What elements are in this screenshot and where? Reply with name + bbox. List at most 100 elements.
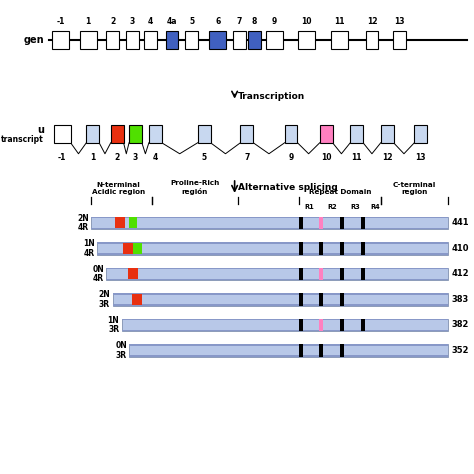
Text: 10: 10 [321,153,331,162]
Text: R1: R1 [304,204,314,210]
Bar [144,31,157,48]
Text: C-terminal
region: C-terminal region [393,182,436,195]
Text: R2: R2 [328,204,337,210]
Text: 352: 352 [451,346,469,355]
Bar [106,31,119,48]
Bar [129,355,448,357]
Text: 383: 383 [451,295,468,304]
Bar [340,217,344,229]
Text: 4a: 4a [167,17,177,26]
Text: 7: 7 [237,17,242,26]
Bar [113,293,448,295]
Bar [113,293,448,306]
Text: 441: 441 [451,219,469,228]
Text: R4: R4 [370,204,380,210]
Bar [113,304,448,306]
Text: 2N
3R: 2N 3R [99,290,110,309]
Bar [285,125,298,143]
Bar [91,228,448,229]
Bar [340,268,344,280]
Text: 3: 3 [133,153,138,162]
Bar [233,31,246,48]
Bar [54,125,71,143]
Bar [299,344,303,357]
Bar [319,319,323,331]
Bar [198,125,210,143]
Bar [319,344,323,357]
Bar [115,218,125,228]
Bar [122,330,448,331]
Bar [299,242,303,255]
Text: 1N
4R: 1N 4R [83,239,95,258]
Text: 2: 2 [115,153,120,162]
Bar [319,293,323,306]
Text: 2N
4R: 2N 4R [77,213,89,232]
Text: Transcription: Transcription [237,92,305,101]
Bar [240,125,253,143]
Bar [340,293,344,306]
Text: gen: gen [23,35,44,45]
Bar [331,31,348,48]
Text: 0N
4R: 0N 4R [92,264,104,283]
Bar [122,319,448,320]
Bar [132,294,142,305]
Bar [393,31,406,48]
Bar [129,218,137,228]
Bar [340,344,344,357]
Text: 8: 8 [252,17,257,26]
Text: 13: 13 [416,153,426,162]
Bar [123,243,133,254]
Bar [319,268,323,280]
Bar [129,344,448,346]
Text: 11: 11 [335,17,345,26]
Bar [111,125,124,143]
Bar [210,31,226,48]
Text: 1N
3R: 1N 3R [108,316,119,334]
Bar [299,217,303,229]
Text: 410: 410 [451,244,469,253]
Text: 382: 382 [451,320,469,329]
Bar [91,217,448,229]
Text: 5: 5 [201,153,207,162]
Bar [340,242,344,255]
Bar [266,31,283,48]
Bar [299,268,303,280]
Bar [52,31,69,48]
Text: Alternative splicing: Alternative splicing [237,182,337,191]
Bar [97,253,448,255]
Text: 9: 9 [289,153,294,162]
Text: 0N
3R: 0N 3R [115,341,127,360]
Bar [133,243,142,254]
Text: u: u [37,125,44,135]
Bar [107,268,448,269]
Text: -1: -1 [56,17,65,26]
Bar [80,31,97,48]
Bar [361,242,365,255]
Bar [350,125,363,143]
Text: Repeat Domain: Repeat Domain [309,189,371,195]
Bar [298,31,315,48]
Text: -1: -1 [58,153,66,162]
Bar [248,31,261,48]
Bar [299,293,303,306]
Text: 1: 1 [90,153,95,162]
Text: N-terminal
Acidic region: N-terminal Acidic region [92,182,146,195]
Bar [122,319,448,331]
Text: 4: 4 [153,153,158,162]
Text: 1: 1 [85,17,91,26]
Bar [107,279,448,280]
Bar [381,125,393,143]
Bar [149,125,162,143]
Bar [107,268,448,280]
Bar [361,217,365,229]
Bar [361,268,365,280]
Text: 6: 6 [215,17,220,26]
Text: 12: 12 [367,17,377,26]
Text: 5: 5 [189,17,194,26]
Bar [91,217,448,218]
Bar [299,319,303,331]
Text: Proline-Rich
región: Proline-Rich región [170,181,219,195]
Bar [97,242,448,255]
Bar [365,31,378,48]
Text: 4: 4 [148,17,154,26]
